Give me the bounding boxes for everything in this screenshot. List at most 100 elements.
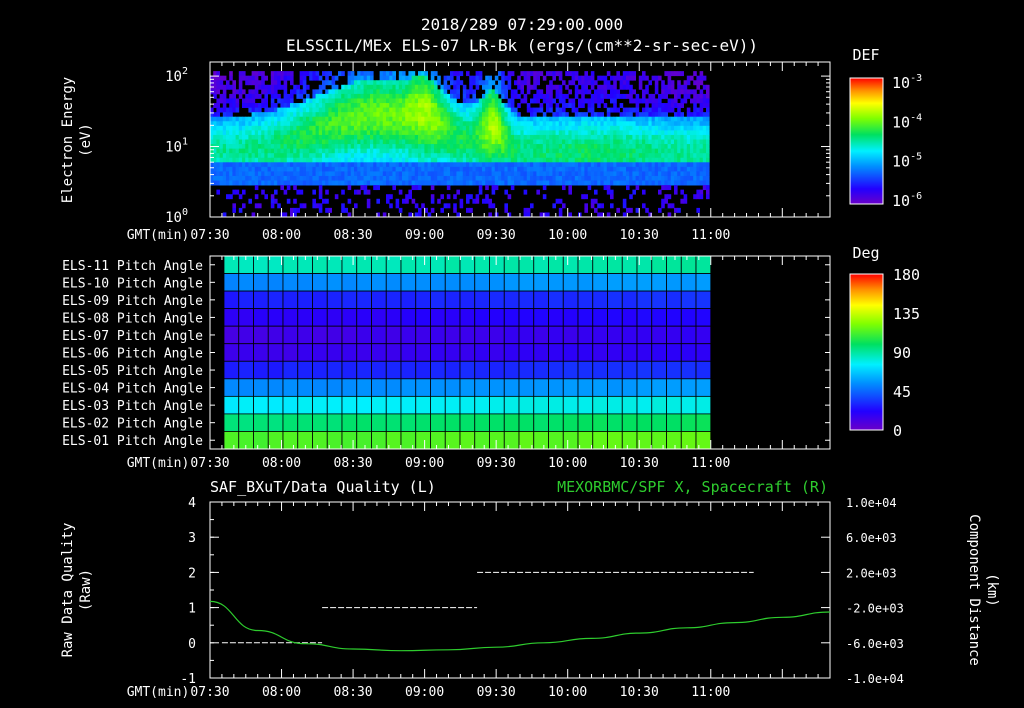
spectrogram-cell [466,175,470,181]
spectrogram-cell [290,93,294,99]
pitch-cell [577,255,594,274]
spectrogram-cell [277,116,281,122]
spectrogram-cell [603,166,608,172]
spectrogram-cell [536,148,540,154]
spectrogram-cell [546,153,550,159]
spectrogram-cell [587,166,592,172]
spectrogram-cell [354,80,358,86]
spectrogram-cell [219,180,224,186]
spectrogram-cell [498,80,502,86]
spectrogram-cell [590,93,595,99]
spectrogram-cell [571,71,576,77]
spectrogram-cell [600,171,604,177]
spectrogram-cell [318,162,323,168]
spectrogram-cell [469,194,473,200]
spectrogram-cell [392,84,396,90]
spectrogram-cell [494,125,499,131]
spectrogram-cell [238,194,243,200]
spectrogram-cell [469,121,473,127]
spectrogram-cell [578,75,582,81]
spectrogram-cell [312,175,316,181]
spectrogram-cell [469,89,473,95]
spectrogram-cell [501,103,505,108]
spectrogram-cell [379,89,384,95]
spectrogram-cell [578,134,582,140]
spectrogram-cell [318,166,323,172]
pitch-cell [223,308,240,327]
spectrogram-cell [600,139,604,145]
spectrogram-cell [670,80,675,86]
spectrogram-cell [405,194,409,200]
spectrogram-cell [290,153,294,159]
spectrogram-cell [610,139,614,145]
spectrogram-cell [680,89,684,95]
spectrogram-cell [587,148,592,154]
spectrogram-cell [395,175,400,181]
spectrogram-cell [555,125,560,131]
spectrogram-cell [283,84,288,90]
spectrogram-cell [558,180,563,186]
spectrogram-cell [216,89,220,95]
spectrogram-cell [613,93,617,99]
spectrogram-cell [299,171,304,177]
spectrogram-cell [430,84,435,90]
spectrogram-cell [466,98,470,104]
pitch-cell [282,343,299,362]
spectrogram-cell [478,125,483,131]
pitch-cell [548,343,564,362]
spectrogram-cell [370,166,374,172]
spectrogram-cell [542,93,547,99]
spectrogram-cell [277,139,281,145]
spectrogram-cell [600,130,604,136]
spectrogram-cell [245,93,249,99]
spectrogram-cell [350,166,355,172]
spectrogram-cell [424,93,428,99]
pitch-cell [636,308,653,327]
spectrogram-cell [283,139,288,145]
spectrogram-cell [587,103,592,108]
spectrogram-cell [238,80,243,86]
spectrogram-cell [501,112,505,118]
spectrogram-cell [501,84,505,90]
spectrogram-cell [370,125,374,131]
pitch-cell [312,360,328,380]
spectrogram-cell [629,84,633,90]
spectrogram-cell [664,157,668,163]
spectrogram-cell [411,125,416,131]
spectrogram-cell [322,171,326,177]
spectrogram-cell [638,175,643,181]
spectrogram-cell [680,125,684,131]
spectrogram-cell [562,112,566,118]
spectrogram-cell [389,130,393,136]
pitch-cell [444,343,461,362]
spectrogram-cell [456,121,460,127]
spectrogram-cell [405,198,409,204]
spectrogram-cell [638,166,643,172]
spectrogram-cell [254,175,259,181]
spectrogram-cell [261,75,265,81]
spectrogram-cell [677,71,681,77]
spectrogram-cell [693,180,697,186]
spectrogram-cell [248,75,252,81]
spectrogram-cell [491,116,496,122]
spectrogram-cell [664,134,668,140]
spectrogram-cell [683,194,688,200]
spectrogram-cell [536,166,540,172]
spectrogram-cell [677,166,681,172]
spectrogram-cell [562,180,566,186]
spectrogram-cell [693,134,697,140]
spectrogram-cell [347,162,352,168]
spectrogram-cell [395,157,400,163]
spectrogram-cell [421,98,425,104]
spectrogram-cell [648,121,652,127]
spectrogram-cell [453,71,457,77]
spectrogram-cell [357,121,361,127]
spectrogram-cell [293,139,297,145]
pitch-cell [489,273,505,292]
spectrogram-cell [693,139,697,145]
spectrogram-cell [331,121,336,127]
spectrogram-cell [251,134,256,140]
spectrogram-cell [568,103,572,108]
spectrogram-cell [702,157,707,163]
spectrogram-cell [315,203,320,209]
